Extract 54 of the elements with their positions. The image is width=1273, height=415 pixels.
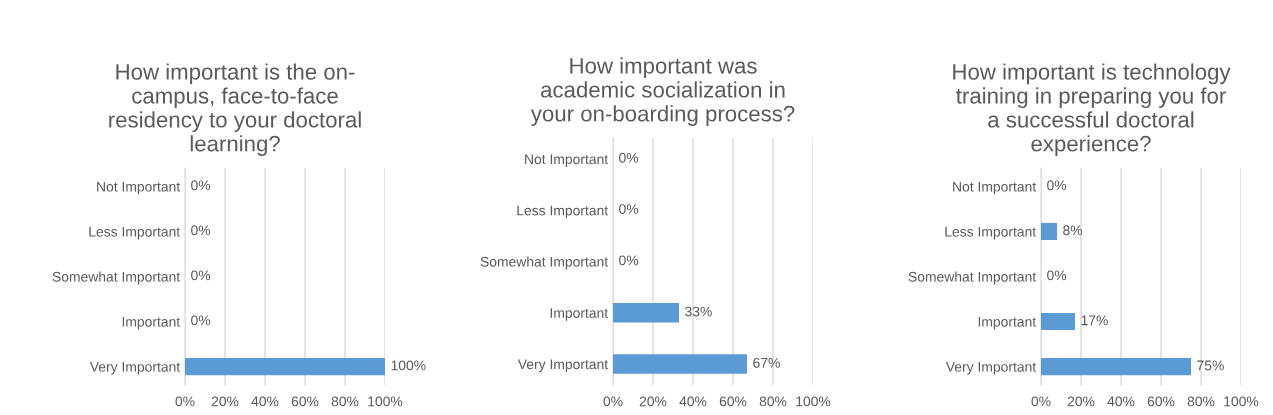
data-label: 0%: [1047, 180, 1067, 191]
data-label: 0%: [191, 270, 211, 281]
x-tick-label: 40%: [1107, 396, 1135, 407]
x-tick-label: 40%: [251, 396, 279, 407]
x-tick-label: 100%: [796, 396, 831, 407]
y-tick-label: Not Important: [525, 154, 609, 167]
data-label: 0%: [619, 204, 639, 214]
x-tick-label: 80%: [331, 396, 359, 407]
y-tick-label: Very Important: [517, 359, 609, 372]
y-tick-label: Very Important: [89, 362, 181, 375]
chart-title: How important is the on- campus, face-to-face residency to your doctoral learning?: [109, 63, 361, 156]
y-tick-label: Very Important: [945, 362, 1037, 375]
data-label: 0%: [191, 315, 211, 326]
chart-title: How important was academic socialization in your on-boarding process?: [530, 57, 795, 126]
y-tick-label: Somewhat Important: [908, 271, 1037, 285]
x-tick-label: 20%: [639, 396, 667, 407]
y-tick-label: Less Important: [517, 205, 609, 219]
x-tick-label: 40%: [679, 396, 707, 407]
data-label: 67%: [753, 357, 780, 368]
chart-title: How important is technology training in preparing you for a successful doctoral experience?: [953, 63, 1231, 156]
x-tick-label: 0%: [175, 396, 195, 407]
bar: [1041, 358, 1191, 376]
x-tick-label: 100%: [1224, 396, 1259, 407]
bar: [1041, 312, 1075, 331]
x-tick-label: 100%: [368, 396, 403, 407]
data-label: 75%: [1197, 360, 1224, 371]
x-tick-label: 60%: [719, 396, 747, 407]
y-tick-label: Somewhat Important: [480, 256, 609, 270]
y-tick-label: Less Important: [945, 226, 1037, 240]
x-tick-label: 60%: [291, 396, 319, 407]
y-tick-label: Important: [122, 317, 181, 330]
x-tick-label: 0%: [1031, 396, 1051, 407]
data-label: 0%: [619, 152, 639, 163]
y-tick-label: Important: [978, 317, 1037, 330]
y-tick-label: Not Important: [953, 181, 1037, 195]
data-label: 8%: [1063, 225, 1083, 236]
x-tick-label: 60%: [1147, 396, 1175, 407]
bar: [1041, 222, 1057, 241]
data-label: 0%: [1047, 270, 1067, 281]
y-tick-label: Less Important: [89, 226, 181, 240]
data-label: 0%: [619, 255, 639, 266]
y-tick-label: Somewhat Important: [52, 271, 181, 285]
data-label: 0%: [191, 225, 211, 236]
y-tick-label: Not Important: [97, 181, 181, 195]
x-tick-label: 0%: [603, 396, 623, 407]
data-label: 100%: [391, 360, 426, 371]
x-tick-label: 80%: [759, 396, 787, 407]
x-tick-label: 80%: [1187, 396, 1215, 407]
data-label: 17%: [1081, 315, 1108, 326]
data-label: 0%: [191, 180, 211, 191]
x-tick-label: 20%: [1067, 396, 1095, 407]
y-tick-label: Important: [550, 308, 609, 321]
x-tick-label: 20%: [211, 396, 239, 407]
data-label: 33%: [685, 306, 712, 317]
